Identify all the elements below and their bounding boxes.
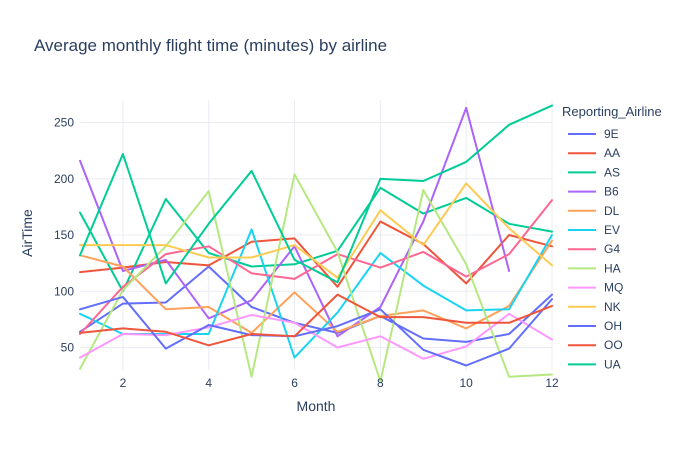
legend-item-nk[interactable]: NK — [568, 300, 621, 314]
x-tick-label: 8 — [377, 376, 384, 390]
legend-label: UA — [604, 357, 621, 371]
y-tick-label: 200 — [54, 172, 74, 186]
y-tick-label: 100 — [54, 284, 74, 298]
series-line-oh[interactable] — [79, 295, 553, 367]
series-line-dl[interactable] — [79, 239, 553, 334]
legend-item-mq[interactable]: MQ — [568, 281, 623, 295]
series-line-ua[interactable] — [79, 104, 553, 285]
legend-label: HA — [604, 261, 621, 275]
legend-title: Reporting_Airline — [562, 104, 662, 119]
legend-item-oo[interactable]: OO — [568, 338, 623, 352]
legend-item-b6[interactable]: B6 — [568, 185, 619, 199]
x-tick-label: 6 — [291, 376, 298, 390]
legend-label: MQ — [604, 281, 623, 295]
x-tick-label: 10 — [460, 376, 474, 390]
y-axis-ticks: 50 100 150 200 250 — [54, 116, 74, 355]
series-line-as[interactable] — [79, 186, 553, 293]
legend-label: NK — [604, 300, 621, 314]
legend-item-ha[interactable]: HA — [568, 261, 621, 275]
legend[interactable]: 9E AA AS B6 DL EV G4 HA MQ NK OH OO UA — [568, 127, 623, 371]
y-axis-title: AirTime — [19, 209, 35, 257]
legend-item-oh[interactable]: OH — [568, 319, 622, 333]
legend-item-aa[interactable]: AA — [568, 146, 620, 160]
legend-label: OO — [604, 338, 623, 352]
chart-title: Average monthly flight time (minutes) by… — [34, 36, 387, 55]
legend-item-as[interactable]: AS — [568, 165, 620, 179]
legend-label: DL — [604, 204, 620, 218]
legend-item-ev[interactable]: EV — [568, 223, 620, 237]
series-line-ha[interactable] — [79, 173, 553, 383]
legend-label: B6 — [604, 185, 619, 199]
y-tick-label: 150 — [54, 228, 74, 242]
legend-label: AA — [604, 146, 620, 160]
legend-label: EV — [604, 223, 620, 237]
x-tick-label: 4 — [205, 376, 212, 390]
y-tick-label: 50 — [61, 341, 75, 355]
legend-label: OH — [604, 319, 622, 333]
y-tick-label: 250 — [54, 116, 74, 130]
legend-label: 9E — [604, 127, 619, 141]
legend-label: AS — [604, 165, 620, 179]
x-axis-ticks: 2 4 6 8 10 12 — [120, 376, 559, 390]
x-tick-label: 2 — [120, 376, 127, 390]
series-line-oo[interactable] — [79, 293, 553, 347]
series-lines — [79, 104, 553, 383]
series-line-nk[interactable] — [79, 182, 553, 279]
x-axis-title: Month — [297, 398, 336, 414]
x-tick-label: 12 — [545, 376, 559, 390]
series-line-mq[interactable] — [79, 312, 553, 360]
legend-item-dl[interactable]: DL — [568, 204, 620, 218]
legend-item-9e[interactable]: 9E — [568, 127, 619, 141]
legend-item-ua[interactable]: UA — [568, 357, 621, 371]
legend-label: G4 — [604, 242, 620, 256]
legend-item-g4[interactable]: G4 — [568, 242, 620, 256]
